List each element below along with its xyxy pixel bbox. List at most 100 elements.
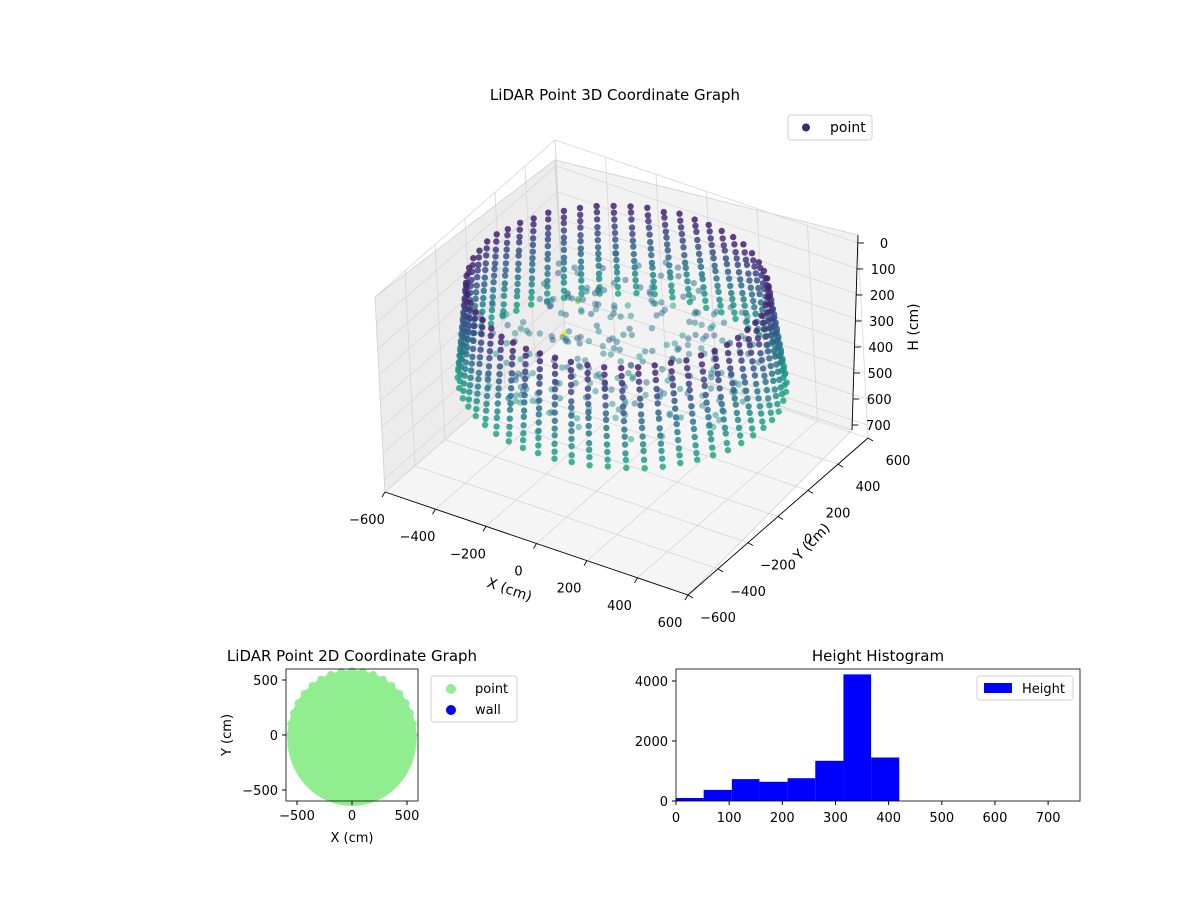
lidar-point-3d (762, 378, 769, 385)
lidar-point-3d (459, 395, 466, 402)
lidar-point-3d (483, 245, 490, 252)
lidar-point-3d (639, 433, 646, 440)
lidar-point-3d (476, 354, 484, 361)
lidar-point-3d (545, 216, 552, 223)
lidar-point-3d (585, 422, 592, 430)
lidar-point-3d (691, 319, 699, 326)
lidar-point-3d (746, 409, 753, 416)
z-tick-label-3d: 600 (867, 393, 892, 408)
lidar-point-3d (747, 349, 755, 356)
lidar-point-3d (751, 372, 759, 379)
lidar-point-3d (549, 336, 556, 343)
lidar-point-3d (701, 290, 708, 297)
lidar-point-3d (733, 409, 741, 417)
legend-3d[interactable]: point (787, 114, 873, 141)
lidar-point-3d (750, 257, 757, 264)
lidar-point-3d (530, 215, 537, 222)
lidar-point-3d (693, 228, 700, 235)
lidar-point-3d (760, 424, 767, 431)
lidar-point-3d (776, 376, 783, 383)
lidar-point-3d (745, 403, 752, 410)
lidar-point-3d (494, 408, 501, 415)
lidar-point-3d (750, 432, 757, 439)
lidar-point-3d (762, 302, 769, 309)
lidar-point-3d (668, 282, 675, 289)
lidar-point-3d (674, 264, 682, 271)
lidar-point-3d (731, 395, 738, 402)
lidar-point-3d (732, 249, 739, 256)
lidar-point-3d (675, 273, 682, 280)
lidar-point-3d (577, 333, 584, 341)
lidar-point-3d (757, 350, 764, 357)
lidar-point-3d (747, 417, 755, 424)
lidar-point-3d (610, 279, 618, 287)
lidar-point-3d (668, 368, 675, 375)
lidar-point-3d (739, 398, 746, 405)
lidar-point-3d (514, 280, 521, 288)
lidar-point-3d (663, 241, 671, 248)
lidar-point-3d (618, 379, 626, 387)
chart-3d-title: LiDAR Point 3D Coordinate Graph (490, 86, 740, 104)
point-cloud-3d (454, 202, 790, 472)
lidar-point-3d (654, 400, 661, 407)
lidar-point-3d (640, 447, 647, 455)
lidar-point-3d (628, 216, 635, 223)
lidar-point-3d (481, 274, 488, 281)
lidar-point-3d (717, 393, 724, 401)
z-tick-label-3d: 400 (868, 341, 893, 356)
lidar-point-3d (526, 330, 533, 337)
lidar-point-3d (646, 231, 653, 238)
lidar-point-3d (472, 295, 479, 302)
lidar-point-3d (583, 288, 590, 295)
lidar-point-3d (611, 302, 618, 309)
lidar-point-3d (644, 204, 651, 211)
lidar-point-3d (465, 403, 472, 410)
x-tick-3d (684, 594, 689, 601)
lidar-point-3d (619, 387, 626, 395)
lidar-point-3d (528, 294, 535, 302)
lidar-point-3d (470, 255, 477, 262)
lidar-point-2d (395, 689, 404, 698)
lidar-point-3d (671, 340, 678, 347)
lidar-point-3d (490, 279, 497, 286)
lidar-point-3d (482, 415, 489, 423)
lidar-point-3d (661, 306, 668, 313)
lidar-point-3d (560, 219, 567, 227)
lidar-point-3d (669, 302, 677, 309)
lidar-point-3d (600, 286, 608, 294)
lidar-point-3d (593, 202, 600, 210)
lidar-point-3d (623, 464, 630, 472)
lidar-point-3d (627, 209, 635, 216)
lidar-point-3d (551, 393, 559, 401)
lidar-point-3d (738, 309, 746, 316)
legend-histogram[interactable]: Height (976, 675, 1074, 701)
legend-2d[interactable]: point wall (430, 675, 518, 723)
lidar-point-3d (560, 227, 568, 234)
lidar-point-3d (705, 221, 712, 229)
lidar-point-3d (460, 387, 467, 395)
lidar-point-3d (551, 370, 559, 377)
lidar-point-3d (576, 204, 584, 212)
lidar-point-2d (358, 793, 367, 802)
grid-line-back-z (558, 217, 863, 322)
lidar-point-3d (562, 336, 570, 343)
lidar-point-3d (482, 260, 489, 267)
lidar-point-3d (575, 296, 582, 303)
lidar-point-3d (506, 423, 513, 430)
lidar-point-3d (528, 281, 535, 288)
lidar-point-3d (498, 333, 505, 340)
lidar-point-3d (577, 224, 584, 231)
lidar-point-3d (760, 326, 768, 333)
histogram-bar (815, 760, 844, 801)
grid-line-back-z (561, 269, 865, 374)
lidar-point-3d (584, 361, 591, 369)
lidar-point-3d (610, 344, 618, 352)
lidar-point-3d (710, 255, 717, 262)
lidar-point-3d (463, 343, 471, 351)
lidar-point-3d (484, 376, 492, 383)
lidar-point-3d (593, 209, 601, 216)
lidar-point-3d (493, 238, 500, 245)
histogram-title: Height Histogram (812, 647, 944, 665)
lidar-point-3d (717, 302, 724, 309)
lidar-point-3d (520, 319, 527, 326)
